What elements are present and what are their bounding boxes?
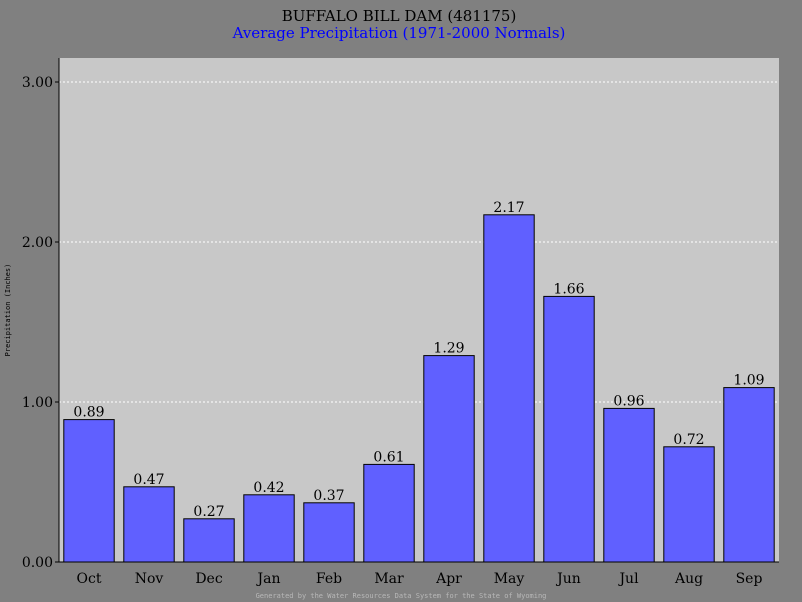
data-label: 0.37 [313,488,344,504]
bar-jul [603,407,655,563]
data-label: 0.89 [73,405,104,421]
x-tick-label: Feb [316,571,342,587]
y-tick-label: 0.00 [22,555,53,571]
data-label: 1.29 [433,341,464,357]
x-tick-labels: Oct Nov Dec Jan Feb Mar Apr May Jun Jul Aug Sep [77,571,763,587]
x-tick-label: Sep [736,571,763,587]
x-tick-label: Jan [256,571,281,587]
y-tick-label: 3.00 [22,75,53,91]
chart-subtitle: Average Precipitation (1971-2000 Normals… [232,24,566,42]
bar-aug [663,446,715,563]
bar-dec [183,518,235,563]
x-tick-label: Aug [674,571,703,587]
chart-title: BUFFALO BILL DAM (481175) [282,7,517,25]
bar-jun [543,295,595,563]
data-label: 0.42 [253,480,284,496]
data-label: 0.47 [133,472,164,488]
data-labels: 0.89 0.47 0.27 0.42 0.37 0.61 1.29 2.17 1.66 0.96… [73,200,764,520]
x-tick-label: Nov [135,571,164,587]
bars [63,214,775,563]
data-label: 0.61 [373,449,404,465]
bar-feb [303,502,355,563]
bar-mar [363,463,415,563]
x-tick-label: May [494,571,525,587]
y-axis-label: Precipitation (Inches) [4,264,12,357]
x-tick-label: Oct [77,571,102,587]
x-tick-label: Jun [555,571,581,587]
data-label: 1.09 [733,373,764,389]
bar-jan [243,494,295,563]
data-label: 0.72 [673,432,704,448]
x-tick-label: Jul [617,571,639,587]
data-label: 2.17 [493,200,524,216]
x-tick-label: Apr [435,571,462,587]
y-tick-labels: 0.00 1.00 2.00 3.00 [22,75,59,571]
data-label: 1.66 [553,281,584,297]
y-tick-label: 2.00 [22,235,53,251]
bar-sep [723,387,775,563]
bar-nov [123,486,175,563]
x-tick-label: Mar [374,571,404,587]
grid-lines [59,81,779,403]
x-tick-label: Dec [195,571,223,587]
y-tick-label: 1.00 [22,395,53,411]
data-label: 0.27 [193,504,224,520]
plot-area [59,58,779,562]
data-label: 0.96 [613,393,644,409]
bar-apr [423,355,475,563]
bar-oct [63,419,115,563]
footer-credit: Generated by the Water Resources Data Sy… [256,592,547,600]
bar-may [483,214,535,563]
